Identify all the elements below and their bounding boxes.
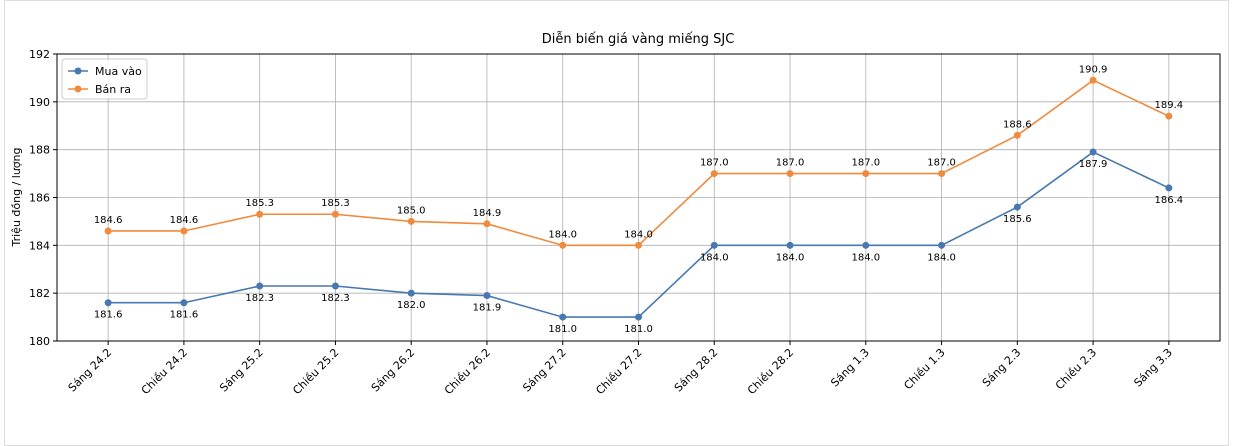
legend-label: Mua vào — [95, 65, 142, 78]
value-label: 185.6 — [1003, 214, 1032, 225]
point — [710, 170, 718, 178]
value-label: 182.3 — [321, 293, 350, 304]
y-tick-label: 192 — [29, 48, 50, 61]
point — [407, 217, 415, 225]
point — [635, 313, 642, 321]
value-label: 187.0 — [927, 158, 956, 169]
value-label: 181.6 — [94, 310, 123, 321]
point — [407, 289, 415, 297]
value-label: 182.0 — [397, 300, 426, 311]
value-label: 184.6 — [94, 215, 123, 226]
value-label: 187.0 — [851, 158, 880, 169]
point — [1089, 76, 1097, 84]
point — [256, 282, 264, 290]
point — [635, 241, 642, 249]
value-label: 184.9 — [473, 208, 502, 219]
value-label: 184.0 — [548, 229, 577, 240]
value-label: 184.0 — [776, 252, 805, 263]
point — [1165, 184, 1173, 192]
value-label: 187.0 — [776, 158, 805, 169]
value-label: 185.0 — [397, 205, 426, 216]
point — [786, 170, 794, 178]
point — [104, 227, 112, 235]
y-tick-label: 186 — [29, 192, 50, 205]
point — [938, 170, 946, 178]
value-label: 190.9 — [1079, 64, 1108, 75]
value-label: 181.0 — [624, 324, 653, 335]
frame — [4, 0, 1229, 446]
value-label: 182.3 — [245, 293, 274, 304]
y-tick-label: 188 — [29, 144, 50, 157]
point — [483, 292, 491, 300]
point — [331, 210, 339, 218]
y-axis-label: Triệu đồng / lượng — [10, 148, 23, 248]
point — [1013, 203, 1021, 211]
legend-label: Bán ra — [95, 83, 131, 96]
point — [862, 170, 870, 178]
value-label: 181.9 — [473, 303, 502, 314]
point — [938, 241, 946, 249]
value-label: 188.6 — [1003, 119, 1032, 130]
point — [180, 227, 188, 235]
value-label: 187.0 — [700, 158, 729, 169]
value-label: 184.6 — [170, 215, 199, 226]
value-label: 184.0 — [927, 252, 956, 263]
y-tick-label: 190 — [29, 96, 50, 109]
value-label: 184.0 — [624, 229, 653, 240]
point — [483, 220, 491, 228]
legend-marker — [74, 67, 82, 75]
legend-marker — [74, 85, 82, 93]
point — [1013, 131, 1021, 139]
y-tick-label: 184 — [29, 239, 50, 252]
point — [331, 282, 339, 290]
chart-title: Diễn biến giá vàng miếng SJC — [542, 32, 735, 47]
plot-area — [56, 53, 1221, 342]
value-label: 185.3 — [245, 198, 274, 209]
point — [559, 241, 567, 249]
point — [180, 299, 188, 307]
value-label: 189.4 — [1155, 100, 1184, 111]
point — [559, 313, 567, 321]
point — [786, 241, 794, 249]
point — [1089, 148, 1097, 156]
value-label: 184.0 — [700, 252, 729, 263]
value-label: 185.3 — [321, 198, 350, 209]
point — [710, 241, 718, 249]
point — [104, 299, 112, 307]
y-tick-label: 182 — [29, 287, 50, 300]
value-label: 186.4 — [1155, 195, 1184, 206]
value-label: 181.6 — [170, 310, 199, 321]
point — [256, 210, 264, 218]
value-label: 184.0 — [851, 252, 880, 263]
point — [862, 241, 870, 249]
value-label: 181.0 — [548, 324, 577, 335]
y-tick-label: 180 — [29, 335, 50, 348]
value-label: 187.9 — [1079, 159, 1108, 170]
point — [1165, 112, 1173, 120]
